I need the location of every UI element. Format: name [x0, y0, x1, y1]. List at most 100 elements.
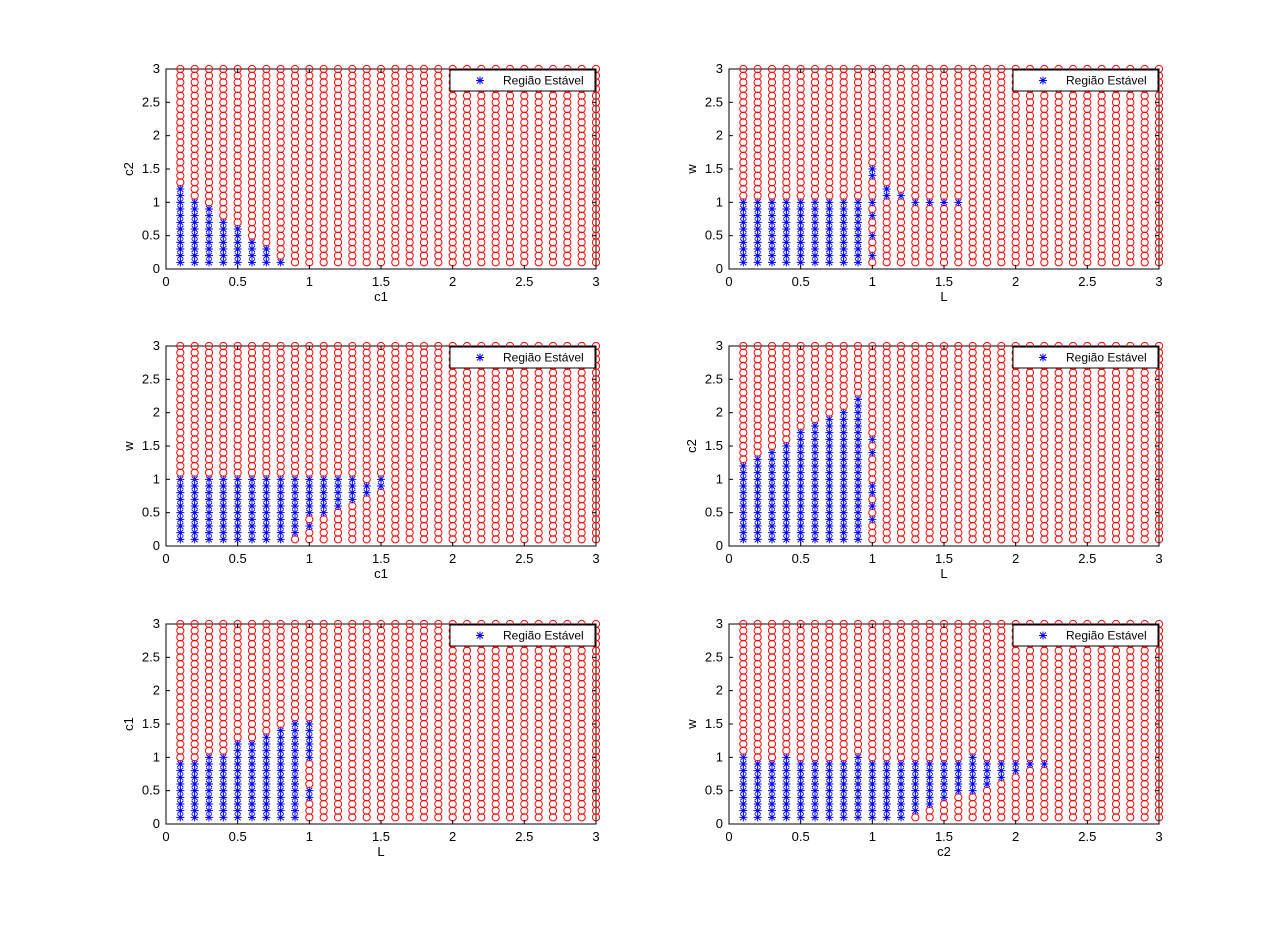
stable-point	[768, 225, 776, 233]
y-tick-label: 1.5	[142, 438, 160, 453]
unstable-point	[591, 158, 601, 167]
unstable-point	[219, 408, 228, 417]
unstable-point	[1111, 171, 1121, 180]
stable-point	[334, 502, 342, 510]
y-tick-label: 1.5	[705, 161, 723, 176]
unstable-point	[319, 144, 328, 154]
unstable-point	[896, 178, 906, 187]
stable-point	[176, 231, 185, 240]
unstable-point	[839, 118, 848, 127]
unstable-point	[1054, 218, 1063, 227]
unstable-point	[477, 138, 486, 147]
unstable-point	[1083, 131, 1092, 140]
unstable-point	[204, 375, 214, 384]
unstable-point	[376, 98, 386, 107]
unstable-point	[853, 91, 863, 100]
unstable-point	[1140, 158, 1149, 167]
unstable-point	[853, 184, 863, 194]
unstable-point	[233, 218, 242, 227]
y-tick-label: 0.5	[142, 228, 160, 243]
unstable-point	[262, 118, 271, 127]
unstable-point	[204, 171, 214, 180]
stable-point	[176, 508, 185, 517]
unstable-point	[434, 131, 443, 140]
unstable-point	[1140, 251, 1149, 260]
unstable-point	[839, 144, 848, 154]
unstable-point	[1040, 91, 1049, 100]
unstable-point	[853, 191, 863, 200]
unstable-point	[333, 104, 343, 114]
unstable-point	[1083, 198, 1092, 207]
unstable-point	[868, 191, 877, 200]
unstable-point	[591, 211, 601, 220]
stable-point	[190, 251, 199, 260]
unstable-point	[954, 124, 963, 134]
unstable-point	[219, 178, 228, 187]
stable-point	[219, 508, 228, 517]
unstable-point	[882, 251, 891, 260]
unstable-point	[362, 191, 371, 200]
unstable-point	[1054, 184, 1063, 194]
unstable-point	[810, 158, 820, 167]
unstable-point	[577, 158, 586, 167]
unstable-point	[190, 71, 199, 80]
x-tick-label: 2	[449, 551, 456, 566]
unstable-point	[563, 178, 572, 187]
unstable-point	[276, 428, 285, 437]
stable-point	[768, 238, 776, 247]
unstable-point	[548, 204, 558, 214]
unstable-point	[233, 118, 242, 127]
unstable-point	[305, 84, 314, 94]
unstable-point	[577, 251, 586, 260]
unstable-point	[1011, 224, 1020, 234]
stable-point	[753, 231, 762, 240]
unstable-point	[376, 448, 386, 457]
stable-point	[811, 245, 819, 253]
stable-point	[176, 535, 185, 544]
unstable-point	[1154, 211, 1164, 220]
unstable-point	[176, 408, 185, 417]
unstable-point	[505, 171, 515, 180]
unstable-point	[782, 71, 791, 80]
unstable-point	[491, 218, 500, 227]
unstable-point	[348, 415, 357, 424]
unstable-point	[1140, 151, 1149, 160]
unstable-point	[882, 258, 891, 267]
stable-point	[348, 495, 357, 504]
unstable-point	[577, 171, 586, 180]
unstable-point	[491, 251, 500, 260]
unstable-point	[548, 151, 558, 160]
unstable-point	[1068, 191, 1078, 200]
unstable-point	[362, 395, 371, 404]
unstable-point	[276, 244, 285, 254]
unstable-point	[376, 164, 386, 174]
unstable-point	[219, 124, 228, 134]
unstable-point	[1054, 138, 1063, 147]
unstable-point	[1097, 118, 1106, 127]
unstable-point	[362, 111, 371, 120]
unstable-point	[1083, 231, 1092, 240]
unstable-point	[434, 204, 443, 214]
unstable-point	[954, 91, 963, 100]
unstable-point	[305, 211, 314, 220]
unstable-point	[591, 124, 601, 134]
unstable-point	[853, 118, 863, 127]
unstable-point	[262, 178, 271, 187]
unstable-point	[405, 71, 414, 80]
unstable-point	[290, 441, 300, 451]
stable-point	[305, 508, 314, 517]
unstable-point	[333, 151, 343, 160]
unstable-point	[505, 184, 515, 194]
unstable-point	[1154, 111, 1164, 120]
stable-point	[291, 515, 299, 524]
unstable-point	[262, 151, 271, 160]
unstable-point	[520, 151, 529, 160]
stable-point	[305, 522, 314, 530]
unstable-point	[434, 78, 443, 87]
unstable-point	[290, 468, 300, 477]
unstable-point	[305, 441, 314, 451]
unstable-point	[591, 224, 601, 234]
unstable-point	[348, 508, 357, 517]
unstable-point	[939, 231, 949, 240]
unstable-point	[1040, 191, 1049, 200]
